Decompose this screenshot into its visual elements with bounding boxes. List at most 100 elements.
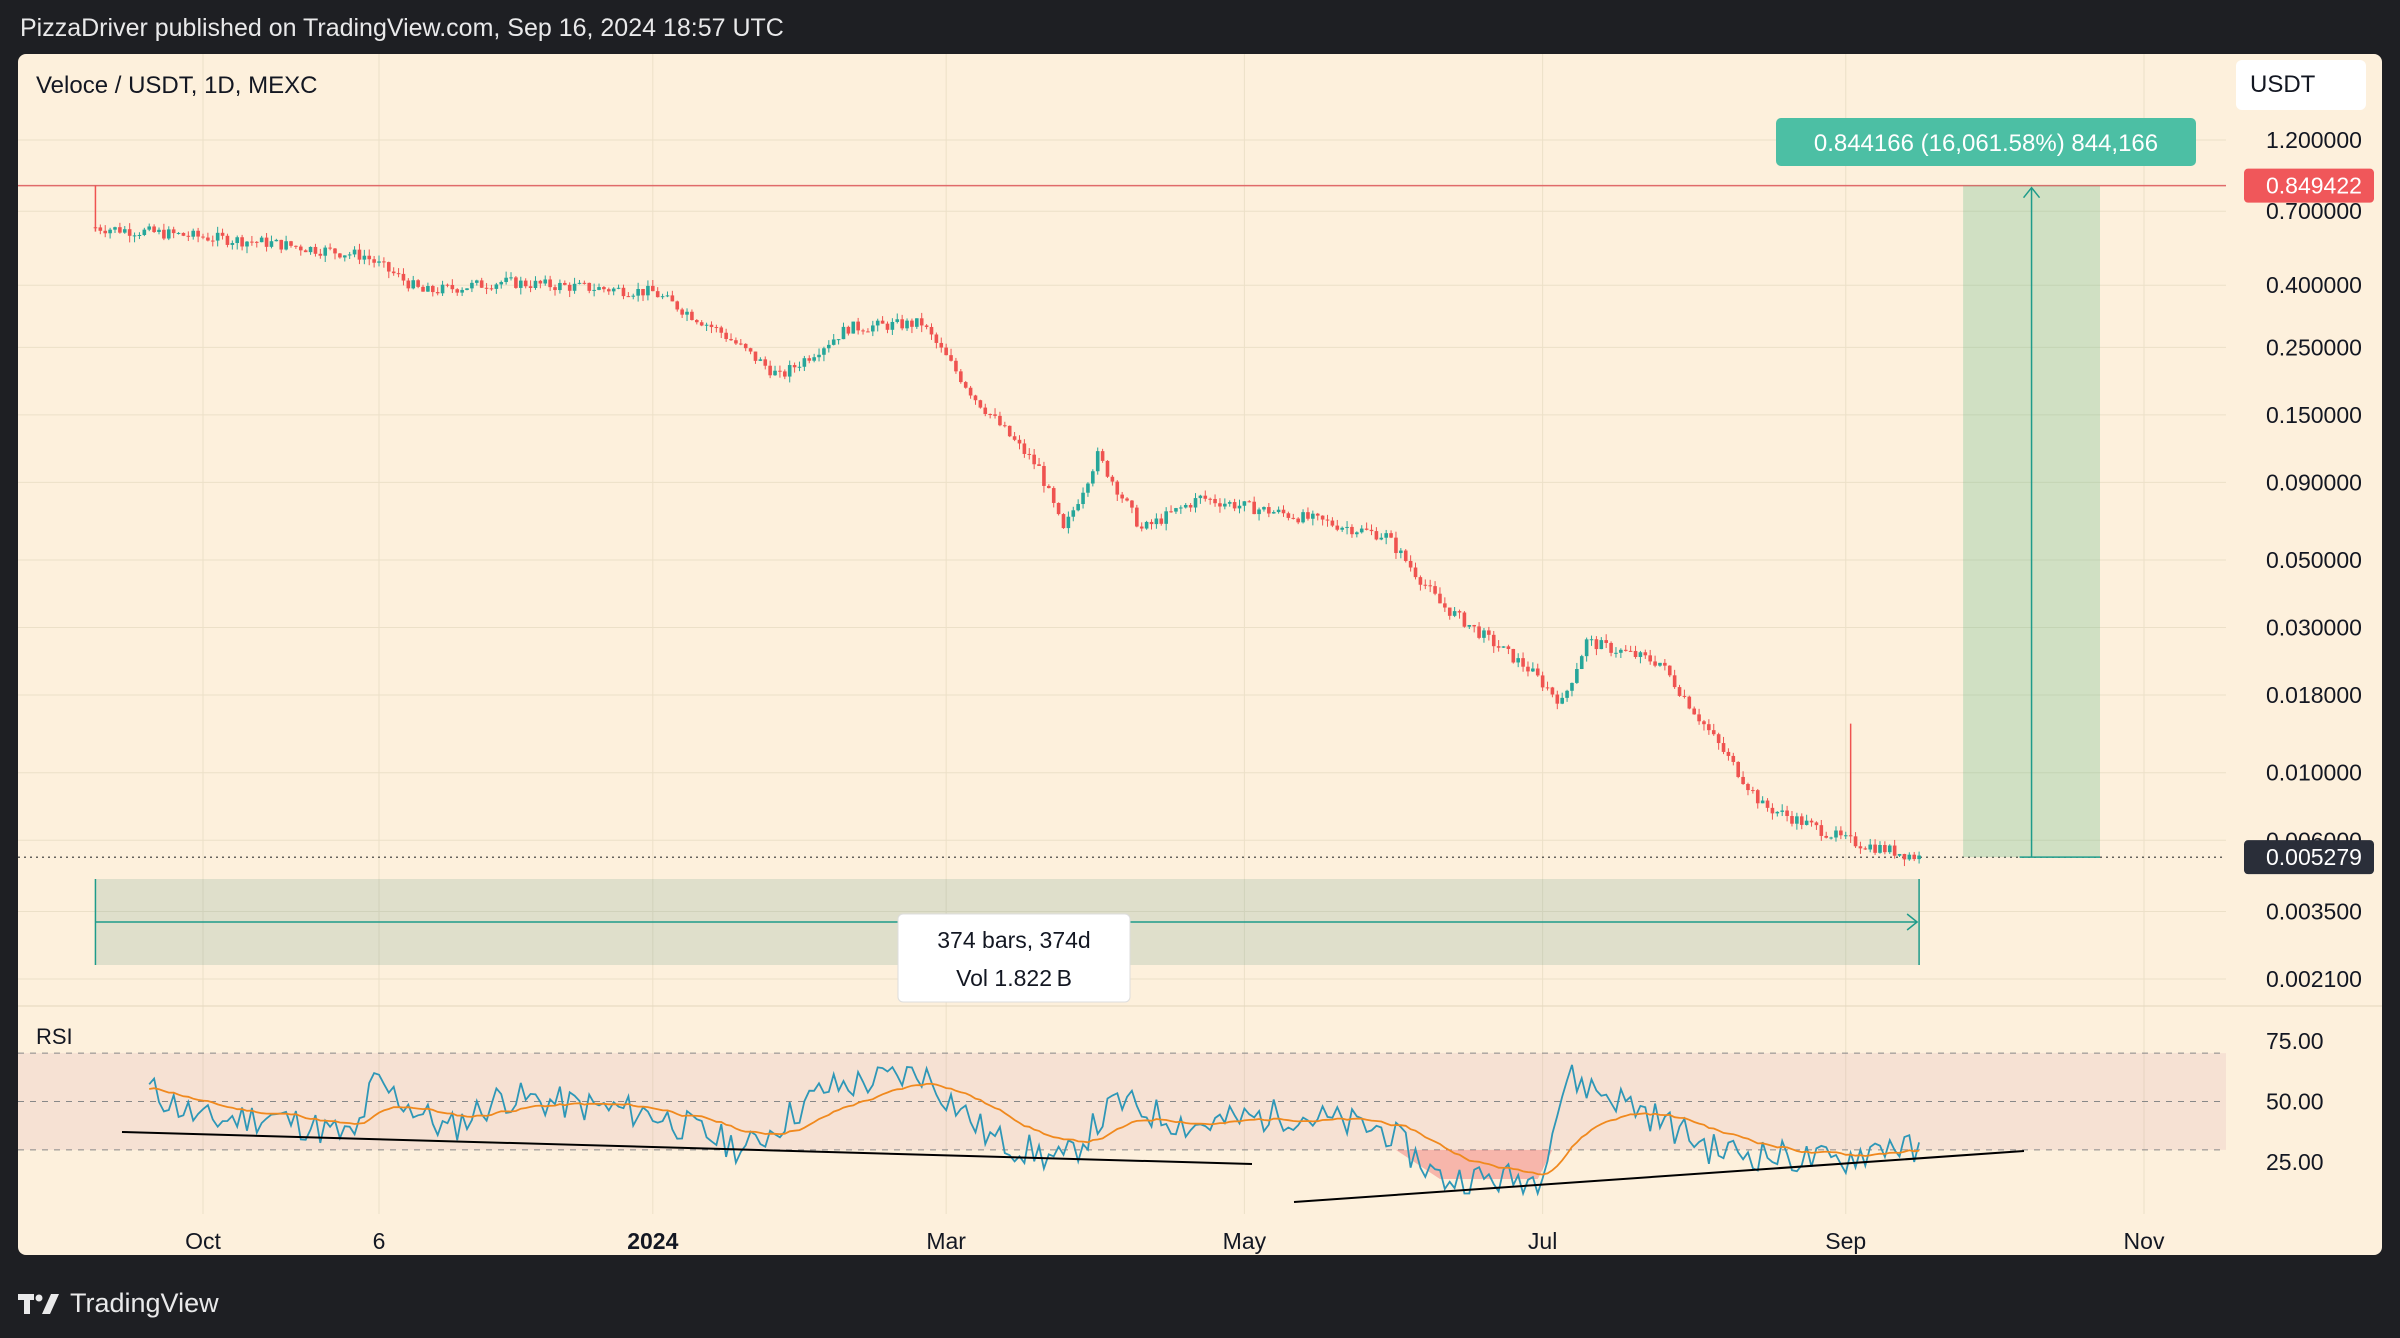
candle-body [963, 382, 968, 388]
candle-body [1692, 708, 1696, 715]
candle-body [1482, 630, 1486, 638]
candle-body [1511, 648, 1516, 663]
candle-body [1286, 513, 1291, 518]
candle-body [1491, 634, 1496, 647]
candle-body [1330, 520, 1335, 526]
candle-body [831, 339, 836, 345]
candle-body [484, 287, 489, 289]
candle-body [528, 286, 533, 288]
candle-body [651, 285, 655, 292]
candle-body [827, 344, 831, 349]
candle-body [787, 365, 792, 377]
candle-body [724, 332, 728, 339]
candle-body [1731, 755, 1736, 762]
candle-body [1012, 436, 1017, 440]
candle-body [1917, 855, 1921, 860]
candle-body [567, 284, 572, 291]
candle-body [915, 318, 919, 327]
candle-body [861, 330, 865, 332]
price-chart[interactable]: 0.844166 (16,061.58%) 844,166 374 bars, 3… [18, 54, 2382, 1255]
price-tick-label: 0.002100 [2266, 966, 2362, 992]
candle-body [1609, 642, 1613, 653]
candle-body [929, 326, 934, 335]
candle-body [1819, 825, 1824, 836]
candle-body [254, 241, 259, 243]
candle-body [1467, 625, 1472, 627]
candle-body [538, 280, 543, 284]
candle-body [1355, 532, 1359, 535]
candle-body [1056, 502, 1061, 515]
candle-body [347, 254, 352, 256]
time-tick-label: 2024 [627, 1228, 678, 1254]
candle-body [142, 229, 147, 235]
footer-brand[interactable]: TradingView [18, 1288, 219, 1319]
candle-body [113, 227, 117, 230]
candle-body [646, 285, 650, 296]
candle-body [1095, 451, 1100, 472]
candle-body [631, 295, 636, 297]
candle-body [269, 241, 274, 247]
candle-body [1516, 658, 1520, 663]
candle-body [1633, 650, 1638, 657]
candle-body [1897, 853, 1902, 856]
candle-body [802, 358, 807, 367]
candle-body [1364, 528, 1369, 530]
rsi-ma-line [149, 1082, 1920, 1176]
candle-body [1384, 533, 1388, 538]
candle-body [743, 343, 748, 349]
candle-body [548, 279, 552, 288]
candle-body [1682, 695, 1687, 697]
candle-body [1775, 811, 1780, 814]
candle-body [1218, 503, 1222, 507]
currency-selector[interactable]: USDT [2236, 60, 2366, 110]
candle-body [919, 318, 924, 326]
candle-body [704, 324, 709, 326]
candle-body [1809, 820, 1814, 823]
candle-body [944, 347, 948, 356]
candle-body [924, 325, 929, 327]
candle-body [988, 413, 992, 415]
candle-body [1672, 675, 1677, 688]
candle-body [910, 320, 914, 327]
candle-body [1359, 528, 1364, 533]
rsi-trendline-up [1293, 1150, 2025, 1203]
candle-body [1237, 505, 1242, 509]
candle-body [391, 271, 396, 274]
candle-body [1120, 494, 1124, 499]
price-tick-label: 0.090000 [2266, 469, 2362, 495]
candle-body [1487, 630, 1491, 635]
candle-body [660, 296, 665, 298]
candle-body [1814, 822, 1819, 826]
candle-body [1790, 816, 1794, 824]
candle-body [1726, 751, 1731, 756]
candle-body [406, 280, 411, 289]
candle-body [1051, 488, 1056, 503]
candle-body [323, 247, 328, 256]
candle-body [1472, 625, 1476, 627]
candle-body [157, 229, 161, 232]
candle-body [1325, 519, 1330, 521]
candle-body [430, 285, 435, 293]
candle-body [1565, 690, 1569, 698]
candle-body [1887, 845, 1892, 853]
candle-body [1086, 483, 1090, 493]
candle-body [465, 288, 469, 290]
candle-body [675, 301, 680, 310]
rsi-oversold-fill [1395, 1149, 1553, 1179]
candle-body [1144, 521, 1149, 529]
candle-body [127, 229, 132, 236]
candle-body [523, 280, 528, 287]
candle-body [1540, 675, 1545, 688]
candle-body [147, 226, 152, 230]
candle-body [220, 232, 225, 236]
candle-body [753, 351, 758, 361]
candle-body [1183, 504, 1188, 508]
candle-body [1716, 734, 1721, 744]
candle-body [1687, 696, 1692, 709]
candle-body [362, 255, 367, 260]
candle-body [186, 235, 191, 237]
candle-body [1795, 816, 1799, 824]
candle-body [1066, 516, 1071, 529]
candle-body [998, 415, 1002, 426]
candle-body [714, 327, 719, 329]
